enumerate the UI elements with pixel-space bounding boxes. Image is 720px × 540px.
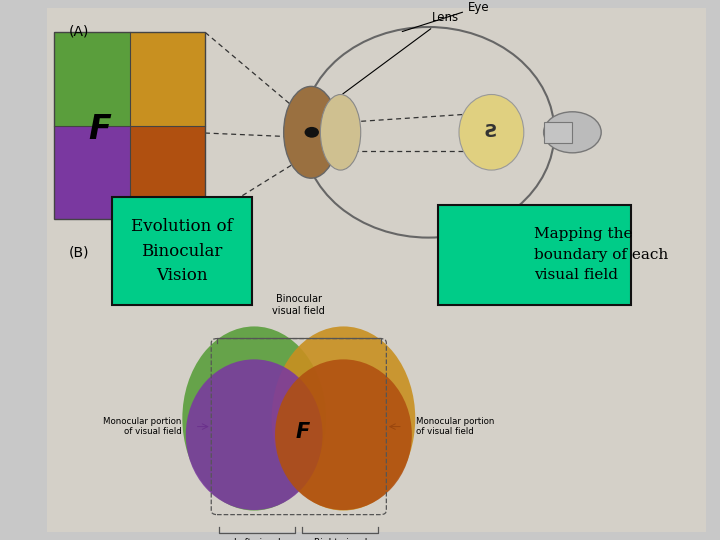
Ellipse shape: [284, 86, 338, 178]
FancyBboxPatch shape: [112, 197, 252, 305]
Text: Monocular portion
of visual field: Monocular portion of visual field: [416, 417, 495, 436]
FancyBboxPatch shape: [130, 126, 205, 219]
Ellipse shape: [459, 94, 523, 170]
Text: Lens: Lens: [343, 11, 459, 94]
Text: Left visual
field: Left visual field: [234, 538, 281, 540]
Text: Right visual
field: Right visual field: [314, 538, 367, 540]
Text: F: F: [88, 113, 111, 146]
Text: Monocular portion
of visual field: Monocular portion of visual field: [103, 417, 181, 436]
FancyBboxPatch shape: [130, 32, 205, 126]
FancyBboxPatch shape: [47, 8, 706, 532]
Ellipse shape: [320, 94, 361, 170]
FancyBboxPatch shape: [54, 126, 130, 219]
FancyBboxPatch shape: [544, 122, 572, 143]
Ellipse shape: [182, 326, 326, 511]
Ellipse shape: [305, 127, 319, 138]
Ellipse shape: [186, 360, 323, 510]
Text: F: F: [295, 422, 310, 442]
Ellipse shape: [544, 112, 601, 153]
Text: Eye: Eye: [402, 1, 490, 31]
Ellipse shape: [271, 326, 415, 511]
Text: Mapping the
boundary of each
visual field: Mapping the boundary of each visual fiel…: [534, 227, 668, 282]
Ellipse shape: [275, 360, 412, 510]
FancyBboxPatch shape: [438, 205, 631, 305]
Text: (B): (B): [68, 246, 89, 260]
Text: (A): (A): [68, 24, 89, 38]
Text: Binocular
visual field: Binocular visual field: [272, 294, 325, 316]
Ellipse shape: [302, 27, 554, 238]
Text: Ƨ: Ƨ: [485, 123, 498, 141]
FancyBboxPatch shape: [54, 32, 130, 126]
Text: Evolution of
Binocular
Vision: Evolution of Binocular Vision: [131, 218, 233, 285]
